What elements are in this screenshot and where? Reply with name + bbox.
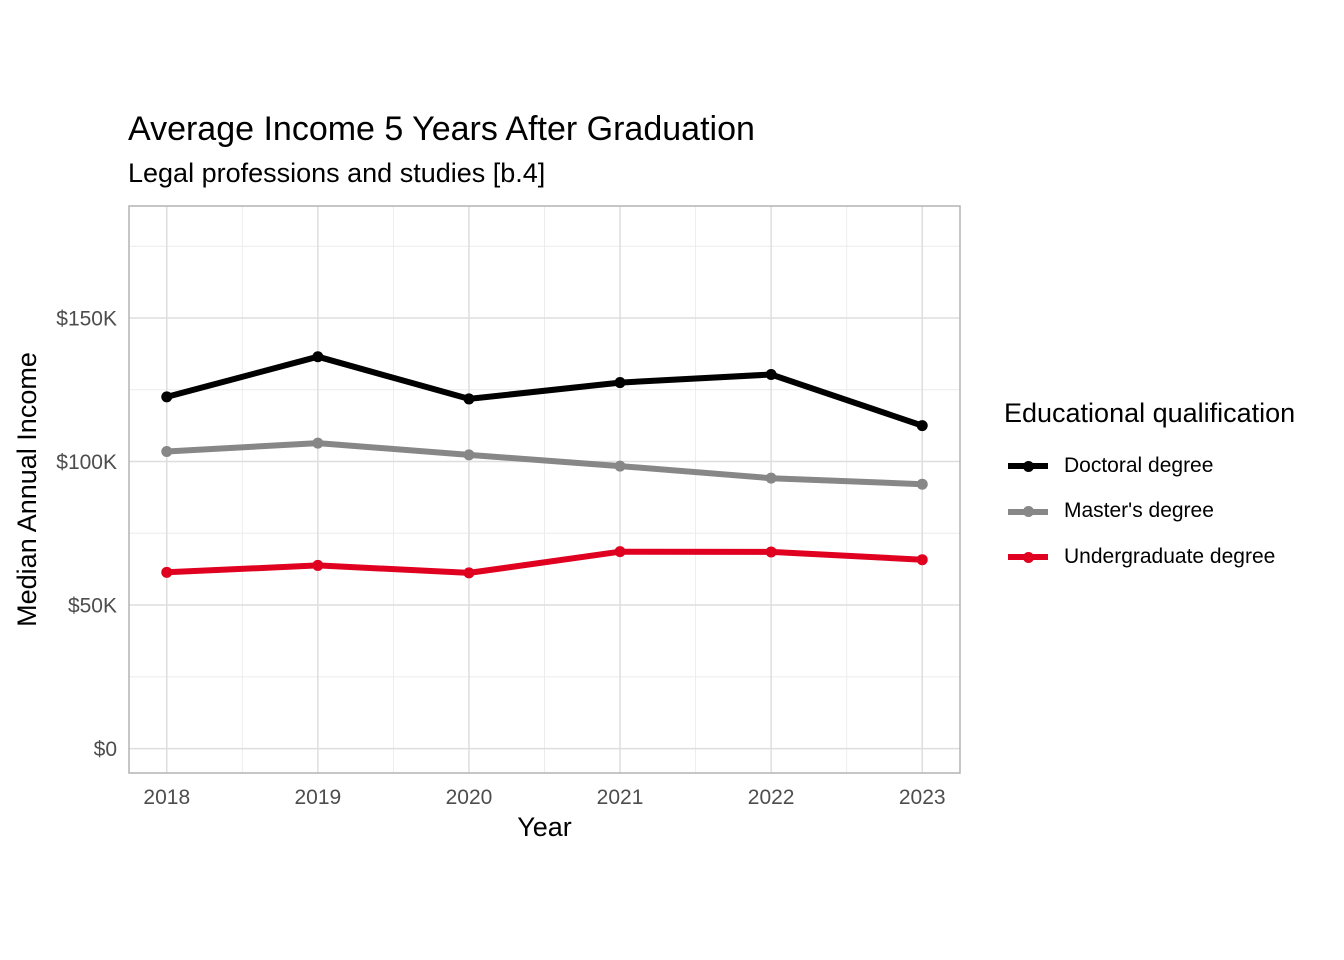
data-point <box>765 546 777 558</box>
data-point <box>312 351 324 363</box>
x-axis: 2018 2019 2020 2021 2022 2023 <box>143 786 945 809</box>
y-tick-label: $0 <box>94 738 117 761</box>
data-point <box>463 449 475 461</box>
x-tick-label: 2021 <box>597 786 644 809</box>
minor-gridlines <box>129 206 960 773</box>
legend-dot-masters <box>1023 506 1034 518</box>
data-point <box>765 369 777 381</box>
legend-item-masters: Master's degree <box>1004 489 1295 535</box>
panel-border <box>128 205 961 774</box>
x-tick-label: 2019 <box>295 786 342 809</box>
chart-subtitle: Legal professions and studies [b.4] <box>128 158 546 188</box>
series-layer <box>161 351 928 579</box>
legend-item-undergraduate: Undergraduate degree <box>1004 534 1295 580</box>
series-line <box>166 440 923 488</box>
legend-item-doctoral: Doctoral degree <box>1004 443 1295 489</box>
data-point <box>161 566 173 578</box>
data-point <box>161 445 173 457</box>
data-point <box>614 546 626 558</box>
data-point <box>916 420 928 432</box>
y-axis: $0 $50K $100K $150K <box>56 307 117 761</box>
series-line <box>166 548 923 576</box>
legend-dot-doctoral <box>1023 460 1034 472</box>
y-tick-label: $100K <box>56 451 117 474</box>
x-axis-title: Year <box>517 812 572 842</box>
data-point <box>312 437 324 449</box>
y-tick-label: $50K <box>68 595 117 618</box>
legend-title: Educational qualification <box>1004 398 1296 428</box>
legend: Educational qualification Doctoral degre… <box>1004 398 1295 580</box>
data-point <box>614 377 626 389</box>
x-tick-label: 2020 <box>446 786 493 809</box>
legend-label-masters: Master's degree <box>1064 499 1214 523</box>
data-point <box>463 567 475 579</box>
data-point <box>614 460 626 472</box>
data-point <box>161 391 173 403</box>
x-tick-label: 2023 <box>899 786 946 809</box>
legend-label-undergraduate: Undergraduate degree <box>1064 544 1276 568</box>
x-tick-label: 2022 <box>748 786 795 809</box>
legend-key-masters <box>1008 499 1048 523</box>
data-point <box>765 472 777 484</box>
legend-label-doctoral: Doctoral degree <box>1064 453 1214 477</box>
data-point <box>463 393 475 405</box>
series-line <box>166 353 924 429</box>
legend-dot-undergraduate <box>1023 551 1034 563</box>
legend-key-undergraduate <box>1008 545 1048 569</box>
data-point <box>312 559 324 571</box>
data-point <box>916 554 928 566</box>
chart-title: Average Income 5 Years After Graduation <box>128 110 755 148</box>
legend-key-doctoral <box>1008 454 1048 478</box>
y-axis-title: Median Annual Income <box>12 352 42 627</box>
x-tick-label: 2018 <box>143 786 190 809</box>
y-tick-label: $150K <box>56 307 117 330</box>
data-point <box>916 478 928 490</box>
